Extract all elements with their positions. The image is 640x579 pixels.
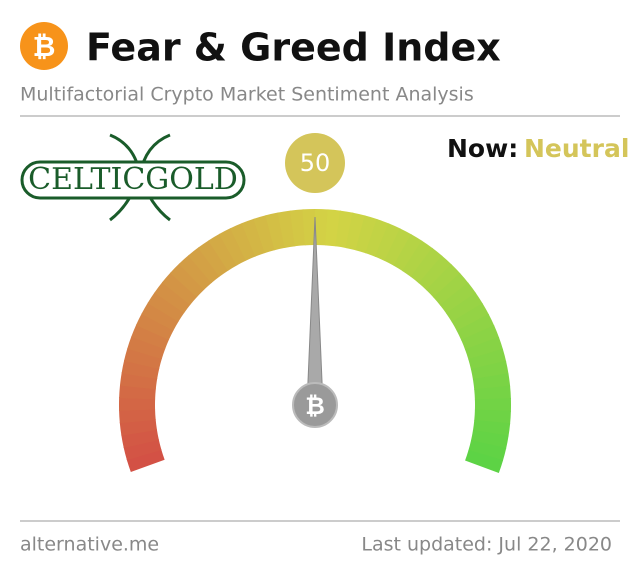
needle-hub	[292, 382, 338, 428]
logo: CELTICGOLD	[20, 133, 246, 222]
gauge-band	[472, 373, 511, 391]
gauge-band	[384, 228, 412, 266]
gauge-band	[208, 233, 238, 271]
gauge-band	[154, 281, 191, 314]
gauge-band	[197, 240, 229, 277]
gauge-band	[127, 335, 166, 360]
gauge-band	[451, 303, 490, 332]
gauge-band	[410, 247, 443, 284]
gauge-band	[121, 359, 160, 380]
gauge-band	[335, 210, 354, 249]
gauge-band	[474, 409, 511, 425]
gauge-band	[147, 291, 185, 322]
hub-symbol: ₿	[305, 392, 325, 420]
gauge-band	[446, 292, 483, 323]
subtitle: Multifactorial Crypto Market Sentiment A…	[20, 84, 474, 106]
gauge-band	[141, 302, 179, 331]
source: alternative.me	[20, 534, 159, 556]
gauge-band	[345, 212, 366, 251]
gauge-band	[170, 263, 205, 298]
gauge-band	[135, 313, 174, 340]
gauge-band	[456, 313, 495, 341]
gauge-band	[131, 324, 170, 350]
gauge-band	[302, 208, 317, 246]
gauge-band	[119, 419, 157, 436]
gauge-band	[218, 227, 247, 266]
gauge-band	[468, 348, 507, 370]
gauge-band	[119, 408, 156, 424]
value-bubble	[285, 133, 345, 193]
bitcoin-symbol: ₿	[33, 30, 56, 63]
gauge-band	[355, 215, 378, 254]
gauge-band	[124, 347, 162, 370]
gauge-band	[241, 218, 266, 257]
value-label: 50	[300, 149, 331, 177]
gauge-band	[230, 222, 256, 261]
gauge-band	[465, 336, 504, 360]
gauge-band	[474, 398, 511, 412]
gauge-band	[289, 209, 306, 247]
logo-text: CELTICGOLD	[28, 162, 238, 197]
gauge-band	[433, 273, 469, 306]
needle	[306, 216, 324, 406]
gauge-band	[253, 215, 276, 254]
gauge-band	[118, 397, 156, 411]
gauge-band	[393, 234, 423, 272]
gauge-band	[472, 419, 511, 437]
gauge-band	[277, 210, 296, 248]
bitcoin-icon	[20, 22, 68, 70]
gauge-band	[123, 439, 162, 461]
gauge-band	[470, 430, 509, 449]
status: Neutral	[524, 134, 629, 163]
gauge-band	[418, 255, 452, 291]
gauge-band	[465, 449, 504, 473]
chart-title: Fear & Greed Index	[86, 26, 501, 70]
gauge-band	[119, 384, 156, 400]
gauge-band	[161, 272, 198, 306]
gauge-band	[468, 440, 507, 462]
status-label: Now:	[447, 134, 518, 163]
gauge-band	[315, 209, 329, 246]
gauge-band	[365, 218, 390, 257]
gauge-band	[426, 264, 461, 298]
gauge-band	[439, 282, 477, 314]
gauge: ₿ 50	[118, 133, 511, 473]
gauge-band	[402, 240, 433, 278]
gauge-band	[126, 449, 165, 473]
gauge-band	[461, 325, 500, 351]
gauge-band	[374, 223, 401, 262]
updated: Last updated: Jul 22, 2020	[361, 534, 612, 556]
gauge-band	[119, 372, 158, 390]
logo-frame	[20, 160, 246, 200]
gauge-band	[474, 385, 511, 401]
gauge-band	[188, 247, 221, 284]
gauge-band	[178, 254, 213, 290]
